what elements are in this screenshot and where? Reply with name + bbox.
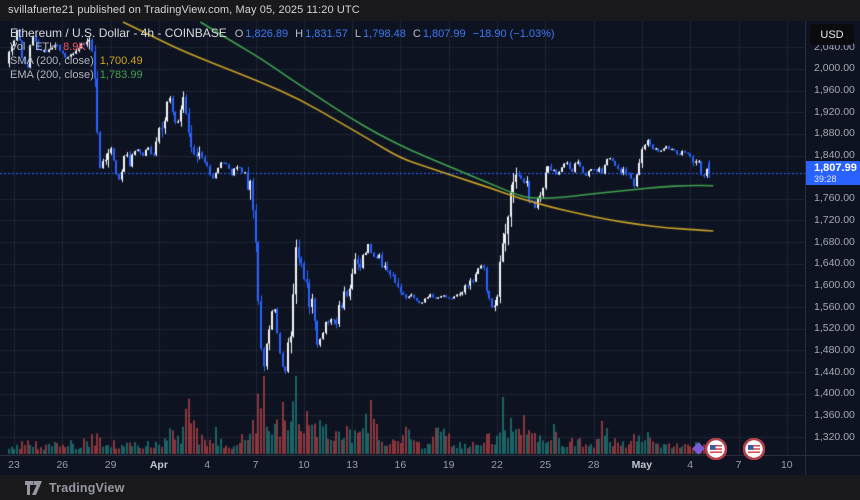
price-tick-label: 1,480.00 <box>814 343 855 356</box>
us-economic-event-icon[interactable] <box>704 437 728 461</box>
time-tick-label: 23 <box>8 459 20 471</box>
bar-countdown: 39:28 <box>814 173 837 184</box>
time-tick-label: May <box>631 459 653 471</box>
price-tick-label: 1,560.00 <box>814 300 855 313</box>
time-tick-label: 25 <box>539 459 552 471</box>
price-tick-label: 1,720.00 <box>814 213 855 226</box>
time-tick-label: 13 <box>346 459 358 471</box>
time-tick-label: 7 <box>252 459 259 471</box>
price-tick-label: 1,760.00 <box>814 192 855 205</box>
price-tick-label: 1,640.00 <box>814 257 855 270</box>
footer: TradingView <box>0 475 860 500</box>
chart-area: Ethereum / U.S. Dollar - 4h - COINBASE O… <box>0 21 860 455</box>
last-price-label: 1,807.99 39:28 <box>806 160 860 185</box>
tradingview-logo-icon[interactable] <box>25 480 42 495</box>
time-tick-label: 4 <box>687 459 694 471</box>
currency-toggle-button[interactable]: USD <box>810 24 854 45</box>
time-tick-label: 28 <box>587 459 600 471</box>
time-tick-label: 7 <box>735 459 742 471</box>
tradingview-wordmark[interactable]: TradingView <box>49 480 125 495</box>
price-tick-label: 1,920.00 <box>814 105 855 118</box>
time-tick-label: 19 <box>442 459 455 471</box>
price-tick-label: 2,000.00 <box>814 62 855 75</box>
time-tick-label: Apr <box>149 459 168 471</box>
attribution-bar: svillafuerte21 published on TradingView.… <box>0 0 860 21</box>
axis-corner <box>805 456 860 476</box>
price-tick-label: 1,600.00 <box>814 278 855 291</box>
time-tick-label: 10 <box>297 459 310 471</box>
price-tick-label: 1,360.00 <box>814 408 855 421</box>
price-tick-label: 1,400.00 <box>814 387 855 400</box>
price-tick-label: 1,960.00 <box>814 84 855 97</box>
time-tick-label: 16 <box>394 459 407 471</box>
price-tick-label: 1,880.00 <box>814 127 855 140</box>
time-axis[interactable]: 23 26 29 Apr 4 7 10 13 16 19 22 25 28 May 4 7 10 <box>0 455 860 476</box>
attribution-text: svillafuerte21 published on TradingView.… <box>8 4 360 16</box>
price-tick-label: 1,320.00 <box>814 430 855 443</box>
time-tick-label: 22 <box>491 459 503 471</box>
time-tick-label: 4 <box>204 459 211 471</box>
time-tick-label: 29 <box>104 459 117 471</box>
price-tick-label: 1,840.00 <box>814 149 855 161</box>
price-axis[interactable]: 2,040.00 2,000.00 1,960.00 1,920.00 1,880.00… <box>805 21 860 455</box>
last-price-value: 1,807.99 <box>814 161 857 174</box>
price-chart-canvas[interactable] <box>0 21 805 455</box>
time-tick-label: 26 <box>56 459 69 471</box>
price-tick-label: 1,680.00 <box>814 235 855 248</box>
price-tick-label: 1,440.00 <box>814 365 855 378</box>
price-tick-label: 1,520.00 <box>814 322 855 335</box>
us-economic-event-icon[interactable] <box>742 437 766 461</box>
time-tick-label: 10 <box>780 459 793 471</box>
